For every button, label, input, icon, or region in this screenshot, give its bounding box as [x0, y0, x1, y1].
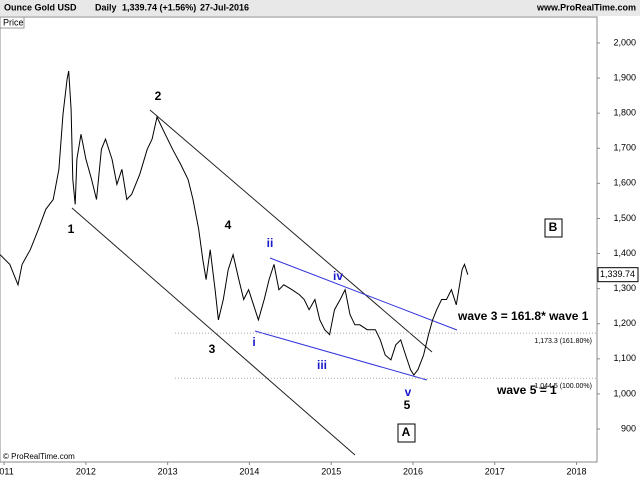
wave-label: 1 [68, 222, 75, 236]
header-bar [0, 0, 640, 16]
wave-label: v [405, 385, 412, 399]
copyright: © ProRealTime.com [3, 452, 75, 461]
y-tick-label: 1,000 [613, 388, 636, 398]
x-tick-label: 2016 [403, 466, 423, 476]
wave-label: iii [317, 358, 327, 372]
last-price-box [597, 267, 639, 283]
trend-line [71, 207, 356, 456]
last-price-label: 1,339.74 [600, 269, 635, 279]
x-tick-label: 2012 [76, 466, 96, 476]
y-tick-label: 1,700 [613, 143, 636, 153]
trend-line [149, 109, 433, 353]
source: www.ProRealTime.com [536, 2, 636, 12]
plot-frame [0, 16, 598, 463]
annotation-box [397, 423, 416, 443]
y-tick-label: 1,100 [613, 353, 636, 363]
x-tick-label: 2011 [0, 466, 14, 476]
channel-line [269, 257, 458, 331]
wave-label: 5 [404, 398, 411, 412]
x-tick-label: 2018 [567, 466, 587, 476]
quote: 1,339.74 (+1.56%) [122, 2, 196, 12]
annotation-box [544, 218, 563, 238]
y-tick-label: 1,600 [613, 178, 636, 188]
wave-label: ii [267, 236, 274, 250]
y-tick-label: 1,200 [613, 318, 636, 328]
x-tick-label: 2017 [485, 466, 505, 476]
channel-line [254, 330, 428, 381]
wave-label: iv [333, 269, 343, 283]
wave-label: 3 [209, 342, 216, 356]
fib-label: 1,173.3 (161.80%) [534, 338, 592, 345]
y-tick-label: 1,400 [613, 248, 636, 258]
y-tick-label: 1,500 [613, 213, 636, 223]
price-line [0, 70, 469, 376]
date: 27-Jul-2016 [200, 2, 249, 12]
chart-title: Ounce Gold USD [4, 2, 77, 12]
y-tick-label: 900 [621, 423, 636, 433]
x-tick-label: 2014 [239, 466, 259, 476]
wave-label: 2 [155, 89, 162, 103]
period: Daily [95, 2, 117, 12]
y-tick-label: 1,900 [613, 72, 636, 82]
y-tick-label: 1,800 [613, 108, 636, 118]
x-tick-label: 2015 [321, 466, 341, 476]
wave-label: wave 3 = 161.8* wave 1 [457, 309, 589, 323]
wave-label: i [252, 335, 255, 349]
fib-label: 1,044.5 (100.00%) [534, 383, 592, 390]
wave-label: 4 [225, 218, 232, 232]
wave-label: B [549, 220, 558, 234]
x-tick-label: 2013 [158, 466, 178, 476]
wave-label: wave 5 = 1 [496, 383, 557, 397]
y-tick-label: 2,000 [613, 37, 636, 47]
y-tick-label: 1,300 [613, 283, 636, 293]
panel-label: Price [3, 17, 24, 27]
wave-label: A [402, 425, 411, 439]
